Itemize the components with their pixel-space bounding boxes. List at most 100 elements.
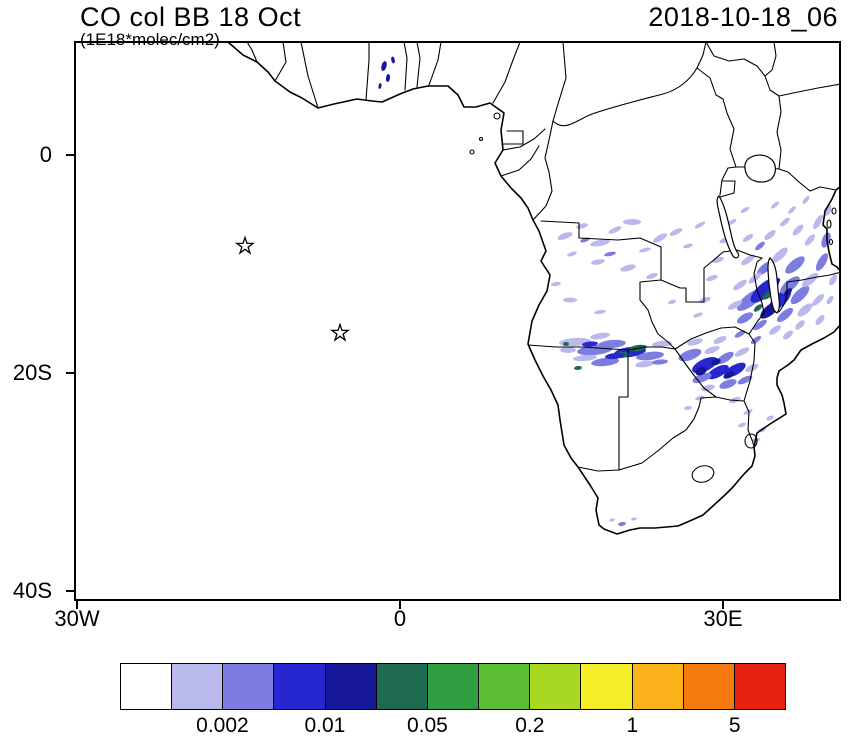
co-data-blob: [801, 272, 819, 288]
country-border: [246, 42, 258, 63]
colorbar-cell: [273, 663, 326, 710]
country-border: [705, 42, 777, 77]
co-data-blob: [557, 232, 573, 240]
co-data-blob: [391, 56, 395, 64]
country-border: [532, 120, 554, 221]
co-data-blob: [683, 243, 693, 249]
country-border: [674, 326, 750, 350]
country-border: [365, 42, 370, 101]
co-data-blob: [639, 247, 651, 253]
co-data-blob: [783, 330, 793, 340]
co-data-blob: [551, 281, 561, 287]
co-data-blob: [563, 297, 577, 303]
co-data-blob: [567, 251, 577, 257]
co-data-blob: [815, 253, 829, 271]
co-data-blob: [707, 364, 729, 380]
co-data-blob: [766, 415, 774, 421]
co-data-blob: [813, 214, 823, 230]
colorbar-label: 1: [626, 714, 639, 737]
country-border: [660, 251, 724, 303]
africa-coastline: [822, 185, 840, 273]
co-data-blob: [753, 304, 763, 312]
country-border: [502, 128, 546, 151]
co-data-blob: [723, 371, 735, 379]
colorbar-label: 0.002: [196, 714, 249, 737]
country-border: [416, 42, 421, 88]
country-border: [764, 75, 780, 97]
co-data-blob: [695, 395, 705, 401]
co-data-blob: [573, 354, 597, 362]
y-tick-label-40s: 40S: [12, 578, 52, 603]
y-tick-label-20s: 20S: [12, 360, 52, 385]
country-border: [719, 166, 748, 196]
lake-malawi: [767, 257, 780, 314]
island-star-markers: [234, 235, 351, 342]
island: [469, 149, 475, 155]
country-border: [696, 67, 724, 100]
country-border: [552, 42, 567, 122]
co-data-blob: [692, 372, 712, 384]
co-data-blob: [711, 358, 721, 366]
country-border: [778, 281, 788, 313]
co-data-blob: [783, 288, 793, 296]
colorbar-label: 0.2: [515, 714, 545, 737]
country-border: [300, 42, 319, 109]
co-data-blob: [701, 384, 715, 392]
country-border: [403, 42, 408, 91]
co-data-blob: [792, 224, 804, 236]
country-border: [618, 349, 629, 471]
co-data-blob: [802, 195, 810, 205]
colorbar-label: 0.01: [304, 714, 346, 737]
country-borders: [246, 42, 840, 483]
country-border: [776, 95, 782, 170]
country-border: [700, 396, 745, 402]
lake-tanganyika: [716, 195, 740, 259]
co-data-blob: [635, 360, 655, 368]
co-data-blob: [694, 221, 706, 229]
co-data-blob: [678, 348, 702, 362]
co-data-blob: [591, 357, 619, 367]
co-data-blob: [785, 256, 805, 274]
colorbar: [120, 663, 787, 710]
colorbar-cell: [631, 663, 684, 710]
co-data-blob: [788, 206, 796, 214]
island: [478, 136, 484, 142]
co-data-blob: [591, 259, 605, 265]
colorbar-cell: [426, 663, 480, 710]
y-tick-label-0: 0: [39, 142, 52, 167]
country-border: [722, 98, 737, 168]
co-data-blob: [740, 206, 750, 214]
country-border: [577, 466, 620, 472]
country-border: [778, 83, 840, 97]
country-border: [786, 271, 840, 283]
country-border: [552, 42, 707, 127]
co-data-blob: [743, 409, 753, 415]
co-data-blob: [753, 319, 767, 331]
co-data-blob: [609, 518, 615, 522]
co-data-blob: [737, 375, 753, 385]
eswatini-border: [744, 433, 758, 449]
co-data-blob: [733, 279, 747, 291]
country-border: [722, 249, 763, 259]
co-data-blob: [734, 347, 750, 357]
co-data-blob: [652, 340, 672, 348]
islands: [469, 112, 837, 246]
co-data-blob: [582, 341, 598, 347]
country-border: [502, 130, 524, 145]
co-data-blob: [738, 422, 746, 428]
country-border: [500, 145, 540, 177]
co-data-blob: [652, 233, 668, 243]
co-data-blob: [604, 251, 616, 257]
colorbar-cell: [478, 663, 531, 710]
colorbar-label: 5: [728, 714, 741, 737]
colorbar-labels: 0.002 0.01 0.05 0.2 1 5: [120, 714, 786, 742]
co-data-blob: [741, 254, 755, 266]
timestamp-label: 2018-10-18_06: [648, 2, 838, 32]
colorbar-cell: [682, 663, 735, 710]
island: [493, 112, 501, 120]
co-data-blob: [829, 274, 837, 286]
country-border: [492, 42, 521, 104]
co-data-blob: [695, 366, 707, 376]
